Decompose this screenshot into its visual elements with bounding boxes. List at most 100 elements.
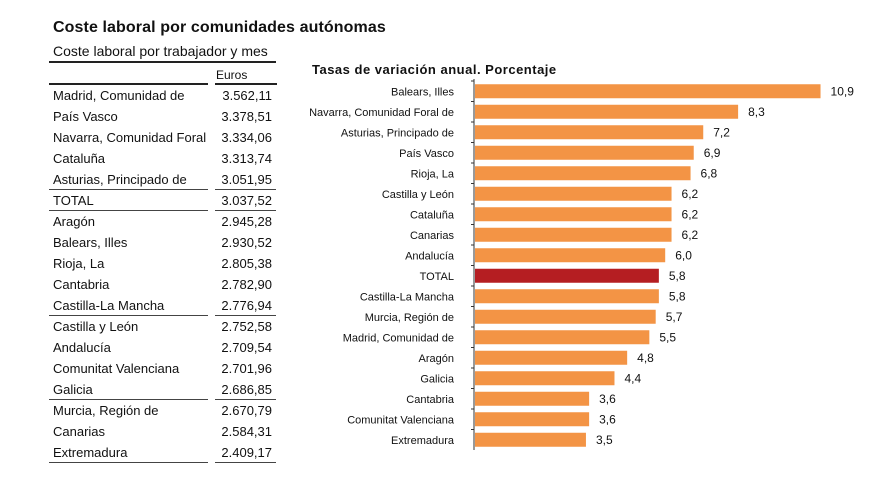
category-label: Extremadura [391,435,455,447]
category-label: Navarra, Comunidad Foral de [309,107,454,119]
region-name: Extremadura [53,445,128,460]
cost-value: 2.930,52 [221,235,272,250]
table-row: Cantabria 2.782,90 [49,274,276,295]
table-row: Cataluña 3.313,74 [49,148,276,169]
data-label: 3,6 [599,392,616,406]
table-row: Asturias, Principado de 3.051,95 [49,169,276,190]
cost-value: 2.805,38 [221,256,272,271]
table-row: Extremadura 2.409,17 [49,442,276,463]
page-title: Coste laboral por comunidades autónomas [53,19,386,36]
bar [475,350,628,365]
bar [475,227,672,242]
cost-table: Euros Madrid, Comunidad de 3.562,11 País V… [49,64,277,463]
category-label: Canarias [410,230,455,242]
region-name: Andalucía [53,340,111,355]
table-row: Castilla-La Mancha 2.776,94 [49,295,276,316]
bar [475,125,704,140]
category-label: Andalucía [405,250,455,262]
bar [475,104,739,119]
cost-value: 2.776,94 [221,298,272,313]
region-name: Galicia [53,382,93,397]
category-label: Murcia, Región de [365,312,454,324]
data-label: 4,4 [624,371,641,385]
region-name: Castilla y León [53,319,139,334]
data-label: 3,5 [596,433,613,447]
bar [475,268,659,283]
cost-value: 2.701,96 [221,361,272,376]
data-label: 5,7 [666,310,683,324]
cost-value: 3.037,52 [221,193,272,208]
chart-title: Tasas de variación anual. Porcentaje [312,62,557,77]
table-row: Murcia, Región de 2.670,79 [49,400,276,421]
category-label: Rioja, La [411,168,455,180]
cost-value: 2.945,28 [221,214,272,229]
category-label: TOTAL [420,271,454,283]
region-name: Balears, Illes [53,235,128,250]
region-name: Madrid, Comunidad de [53,88,185,103]
category-label: Aragón [419,353,454,365]
region-name: Asturias, Principado de [53,172,187,187]
region-name: Cataluña [53,151,106,166]
category-label: Castilla y León [382,189,454,201]
data-label: 5,5 [659,330,676,344]
data-label: 6,2 [682,228,699,242]
category-label: Castilla-La Mancha [360,291,455,303]
cost-value: 2.670,79 [221,403,272,418]
table-row: Rioja, La 2.805,38 [49,253,276,274]
data-label: 3,6 [599,412,616,426]
region-name: Aragón [53,214,95,229]
category-label: Galicia [420,373,455,385]
data-label: 10,9 [831,84,855,98]
bar [475,289,659,304]
cost-value: 2.752,58 [221,319,272,334]
bar [475,309,656,324]
cost-value: 3.378,51 [221,109,272,124]
data-label: 6,2 [682,207,699,221]
region-name: Canarias [53,424,106,439]
data-label: 4,8 [637,351,654,365]
region-name: Murcia, Región de [53,403,159,418]
table-row: Balears, Illes 2.930,52 [49,232,276,253]
bar [475,186,672,201]
data-label: 6,8 [701,166,718,180]
cost-value: 2.409,17 [221,445,272,460]
table-row: Aragón 2.945,28 [49,211,276,232]
table-row: Andalucía 2.709,54 [49,337,276,358]
bar [475,248,666,263]
category-label: Madrid, Comunidad de [343,332,454,344]
cost-value: 2.686,85 [221,382,272,397]
data-label: 5,8 [669,269,686,283]
bar [475,84,821,99]
category-label: Comunitat Valenciana [347,414,455,426]
table-row: Castilla y León 2.752,58 [49,316,276,337]
bar [475,207,672,222]
bar [475,412,590,427]
data-label: 6,0 [675,248,692,262]
category-label: Asturias, Principado de [341,127,454,139]
data-label: 8,3 [748,105,765,119]
table-row: Canarias 2.584,31 [49,421,276,442]
category-label: Cantabria [406,394,455,406]
cost-value: 3.313,74 [221,151,272,166]
bar [475,330,650,345]
bar [475,166,691,181]
region-name: Rioja, La [53,256,105,271]
data-label: 7,2 [713,125,730,139]
data-label: 6,9 [704,146,721,160]
bar [475,371,615,386]
category-label: País Vasco [399,148,454,160]
bar [475,432,586,447]
region-name: Castilla-La Mancha [53,298,165,313]
cost-value: 3.334,06 [221,130,272,145]
data-label: 6,2 [682,187,699,201]
cost-value: 2.709,54 [221,340,272,355]
table-row: Navarra, Comunidad Foral 3.334,06 [49,127,276,148]
region-name: Comunitat Valenciana [53,361,180,376]
table-row: TOTAL 3.037,52 [49,190,276,211]
table-row: Madrid, Comunidad de 3.562,11 [49,85,276,106]
bar [475,391,590,406]
cost-value: 2.782,90 [221,277,272,292]
table-row: Galicia 2.686,85 [49,379,276,400]
cost-value: 2.584,31 [221,424,272,439]
